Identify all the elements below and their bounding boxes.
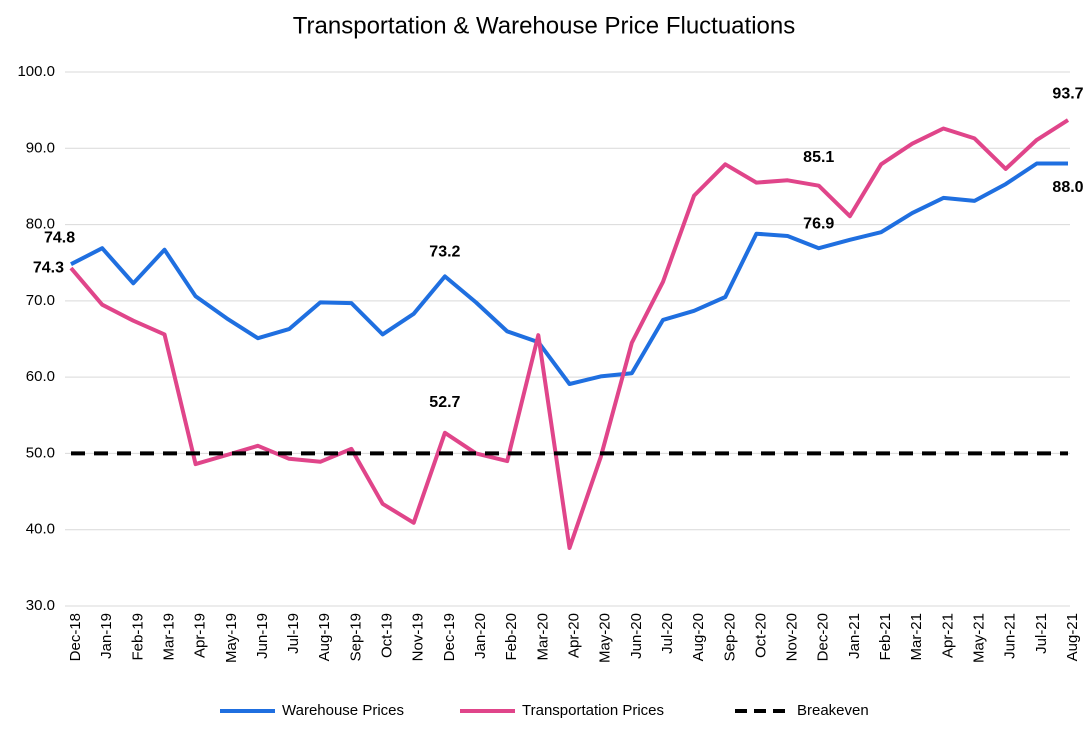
x-tick-label: Jun-21 [1002, 613, 1019, 659]
y-tick-label: 50.0 [26, 444, 55, 461]
x-tick-label: Jul-21 [1033, 613, 1050, 654]
data-label: 52.7 [429, 394, 460, 411]
x-tick-label: Aug-21 [1064, 613, 1081, 661]
y-tick-label: 70.0 [26, 292, 55, 309]
x-tick-label: Dec-18 [67, 613, 84, 661]
data-label: 74.3 [33, 259, 64, 276]
x-tick-label: Oct-19 [379, 613, 396, 658]
y-tick-label: 40.0 [26, 521, 55, 538]
legend-label: Transportation Prices [522, 702, 664, 719]
x-tick-label: Nov-19 [410, 613, 427, 661]
data-label: 74.8 [44, 229, 75, 246]
x-tick-label: Feb-19 [129, 613, 146, 661]
y-tick-label: 30.0 [26, 597, 55, 614]
x-tick-label: Feb-20 [503, 613, 520, 661]
x-tick-label: Mar-19 [160, 613, 177, 661]
x-tick-label: Jul-19 [285, 613, 302, 654]
data-label: 88.0 [1052, 179, 1083, 196]
x-tick-label: Sep-20 [721, 613, 738, 661]
x-tick-label: Jan-21 [846, 613, 863, 659]
data-label: 73.2 [429, 244, 460, 261]
x-tick-label: Apr-19 [192, 613, 209, 658]
chart-title: Transportation & Warehouse Price Fluctua… [293, 12, 795, 39]
data-label: 93.7 [1052, 85, 1083, 102]
x-tick-label: Mar-21 [908, 613, 925, 661]
x-tick-label: Nov-20 [784, 613, 801, 661]
legend-label: Warehouse Prices [282, 702, 404, 719]
data-label: 85.1 [803, 149, 834, 166]
y-tick-label: 100.0 [17, 63, 55, 80]
x-tick-label: Jul-20 [659, 613, 676, 654]
x-tick-label: May-21 [971, 613, 988, 663]
x-tick-label: Aug-19 [316, 613, 333, 661]
x-tick-label: Sep-19 [347, 613, 364, 661]
x-tick-label: May-19 [223, 613, 240, 663]
x-tick-label: Mar-20 [534, 613, 551, 661]
x-tick-label: Jun-19 [254, 613, 271, 659]
y-tick-label: 80.0 [26, 216, 55, 233]
y-tick-label: 90.0 [26, 139, 55, 156]
x-tick-label: Jan-19 [98, 613, 115, 659]
legend-label: Breakeven [797, 702, 869, 719]
x-tick-label: Dec-20 [815, 613, 832, 661]
x-tick-label: Jun-20 [628, 613, 645, 659]
x-tick-label: Apr-20 [565, 613, 582, 658]
x-tick-label: Jan-20 [472, 613, 489, 659]
series-line [69, 118, 1070, 550]
data-label: 76.9 [803, 215, 834, 232]
x-tick-label: Dec-19 [441, 613, 458, 661]
y-tick-label: 60.0 [26, 368, 55, 385]
x-tick-label: Apr-21 [939, 613, 956, 658]
x-tick-label: Aug-20 [690, 613, 707, 661]
x-tick-label: Oct-20 [752, 613, 769, 658]
x-tick-label: May-20 [597, 613, 614, 663]
series-line [70, 161, 1068, 386]
x-tick-label: Feb-21 [877, 613, 894, 661]
